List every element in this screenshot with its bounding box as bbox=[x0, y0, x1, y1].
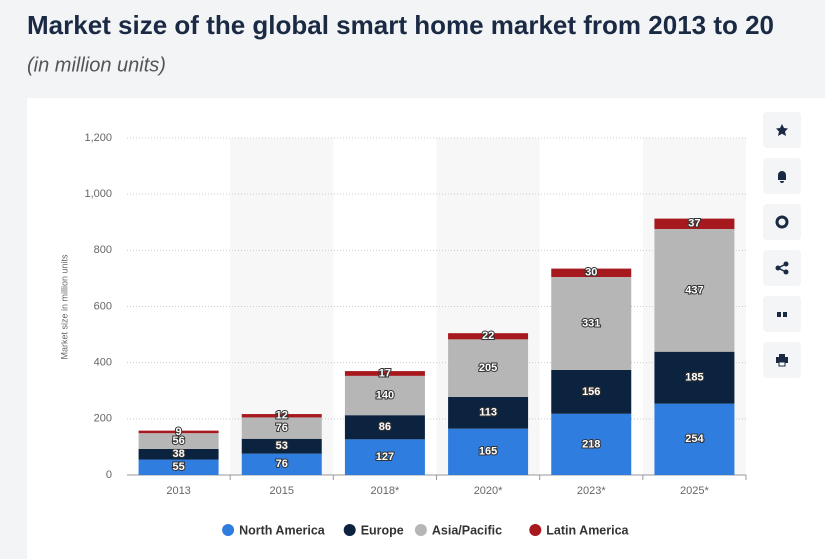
value-label: 254 bbox=[685, 433, 704, 445]
value-label: 140 bbox=[376, 389, 394, 401]
value-label: 30 bbox=[585, 267, 597, 279]
bar-segment bbox=[241, 438, 322, 454]
value-label: 218 bbox=[582, 438, 600, 450]
value-label: 185 bbox=[685, 372, 703, 384]
bar-segment bbox=[551, 268, 632, 278]
value-label: 37 bbox=[688, 218, 700, 230]
x-tick-label: 2023* bbox=[577, 485, 606, 497]
value-label: 205 bbox=[479, 362, 497, 374]
y-tick-label: 0 bbox=[106, 469, 112, 481]
legend-marker bbox=[222, 524, 235, 536]
value-label: 53 bbox=[276, 440, 288, 452]
y-tick-label: 600 bbox=[94, 300, 112, 312]
legend-marker bbox=[343, 524, 356, 536]
value-label: 76 bbox=[276, 422, 288, 434]
value-label: 22 bbox=[482, 330, 494, 342]
value-label: 9 bbox=[176, 426, 182, 438]
legend-label: Europe bbox=[361, 523, 404, 537]
value-label: 38 bbox=[172, 448, 184, 460]
y-tick-label: 1,200 bbox=[84, 132, 112, 144]
bar-segment bbox=[344, 375, 425, 416]
bar-segment bbox=[344, 439, 425, 475]
x-tick-label: 2018* bbox=[371, 485, 400, 497]
value-label: 56 bbox=[172, 435, 184, 447]
legend-marker bbox=[529, 524, 542, 536]
bar-segment bbox=[654, 218, 735, 229]
x-tick-label: 2013 bbox=[166, 485, 190, 497]
bar-segment bbox=[551, 413, 632, 475]
legend-label: Asia/Pacific bbox=[432, 523, 502, 537]
bar-segment bbox=[654, 351, 735, 404]
value-label: 17 bbox=[379, 367, 391, 379]
bar-segment bbox=[138, 459, 219, 475]
legend-label: North America bbox=[239, 523, 326, 537]
bar-segment bbox=[448, 428, 529, 475]
bar-segment bbox=[344, 371, 425, 376]
value-label: 331 bbox=[582, 317, 600, 329]
bar-segment bbox=[448, 339, 529, 397]
bar-segment bbox=[241, 453, 322, 475]
favorite-button[interactable] bbox=[763, 112, 801, 148]
bar-segment bbox=[344, 415, 425, 440]
bar-segment bbox=[138, 448, 219, 460]
x-tick-label: 2020* bbox=[474, 485, 503, 497]
y-tick-label: 800 bbox=[94, 244, 112, 256]
chart-subtitle: (in million units) bbox=[27, 54, 166, 76]
y-tick-label: 200 bbox=[94, 413, 112, 425]
bar-segment bbox=[654, 228, 735, 352]
settings-button[interactable] bbox=[763, 204, 801, 240]
x-tick-label: 2025* bbox=[680, 485, 709, 497]
bar-segment bbox=[551, 369, 632, 414]
bar-segment bbox=[241, 417, 322, 439]
legend-label: Latin America bbox=[546, 523, 629, 537]
bar-segment bbox=[138, 433, 219, 449]
value-label: 55 bbox=[172, 461, 184, 473]
value-label: 12 bbox=[276, 410, 288, 422]
share-button[interactable] bbox=[763, 250, 801, 286]
toolbar bbox=[763, 112, 801, 378]
value-label: 76 bbox=[276, 458, 288, 470]
value-label: 113 bbox=[479, 407, 497, 419]
y-tick-label: 400 bbox=[94, 357, 112, 369]
value-label: 437 bbox=[685, 284, 703, 296]
bar-segment bbox=[241, 414, 322, 418]
y-axis-label: Market size in million units bbox=[59, 254, 69, 360]
bar-segment bbox=[138, 430, 219, 434]
value-label: 165 bbox=[479, 446, 497, 458]
x-tick-label: 2015 bbox=[270, 485, 294, 497]
bar-segment bbox=[448, 333, 529, 340]
notification-button[interactable] bbox=[763, 158, 801, 194]
value-label: 86 bbox=[379, 421, 391, 433]
chart-title: Market size of the global smart home mar… bbox=[27, 10, 774, 40]
print-button[interactable] bbox=[763, 342, 801, 378]
cite-button[interactable] bbox=[763, 296, 801, 332]
legend-marker bbox=[414, 524, 427, 536]
y-tick-label: 1,000 bbox=[84, 188, 112, 200]
bar-segment bbox=[551, 277, 632, 370]
bar-segment bbox=[448, 396, 529, 429]
value-label: 156 bbox=[582, 386, 600, 398]
bar-segment bbox=[654, 403, 735, 475]
value-label: 127 bbox=[376, 451, 394, 463]
